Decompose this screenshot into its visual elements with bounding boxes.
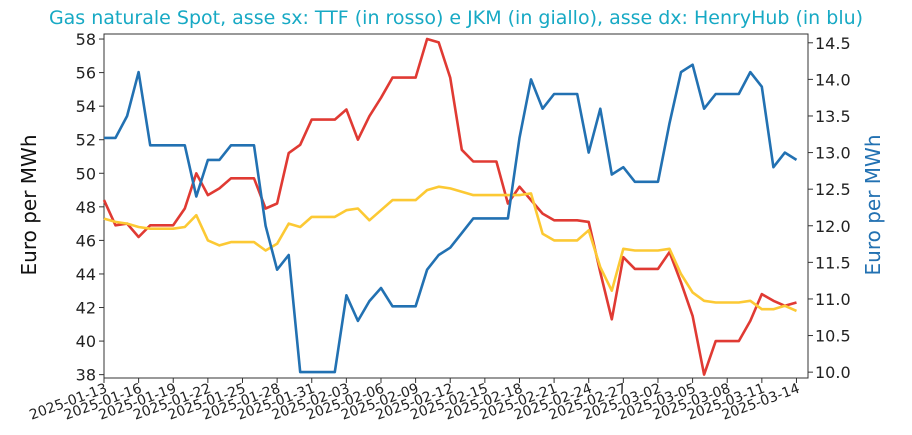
y-tick-right-label: 12.5: [815, 180, 851, 199]
y-tick-left-label: 56: [76, 64, 96, 83]
series-line-1: [102, 37, 797, 376]
y-tick-left-label: 54: [76, 97, 96, 116]
y-axis-label-left: Euro per MWh: [17, 135, 41, 276]
series-layer: [102, 37, 798, 376]
plot-frame: [103, 33, 809, 379]
series-line-2: [103, 185, 798, 313]
y-tick-right-label: 13.0: [815, 144, 851, 163]
y-tick-left-label: 40: [76, 332, 96, 351]
y-tick-right-label: 11.5: [815, 253, 851, 272]
x-axis: 2025-01-132025-01-162025-01-192025-01-22…: [27, 378, 802, 424]
y-tick-left-label: 58: [76, 30, 96, 49]
y-tick-left-label: 42: [76, 299, 96, 318]
y-tick-left-label: 38: [76, 366, 96, 385]
y-tick-right-label: 14.5: [815, 34, 851, 53]
right-y-axis: 10.0 10.5 11.0 11.5 12.0 12.5 13.0 13.5 14.0 14.5: [808, 34, 851, 382]
y-tick-left-label: 52: [76, 131, 96, 150]
y-tick-right-label: 11.0: [815, 290, 851, 309]
y-tick-right-label: 14.0: [815, 70, 851, 89]
y-tick-left-label: 44: [76, 265, 96, 284]
y-tick-left-label: 50: [76, 164, 96, 183]
y-tick-left-label: 48: [76, 198, 96, 217]
y-tick-right-label: 10.5: [815, 327, 851, 346]
y-tick-right-label: 10.0: [815, 363, 851, 382]
series-line-3: [104, 63, 798, 374]
y-tick-right-label: 13.5: [815, 107, 851, 126]
y-tick-right-label: 12.0: [815, 217, 851, 236]
y-tick-left-label: 46: [76, 231, 96, 250]
left-y-axis: 38 40 42 44 46 48 50 52 54 56 58: [76, 30, 104, 385]
y-axis-label-right: Euro per MWh: [861, 135, 885, 276]
chart-title: Gas naturale Spot, asse sx: TTF (in ross…: [49, 7, 863, 29]
plot-border: [103, 33, 809, 379]
